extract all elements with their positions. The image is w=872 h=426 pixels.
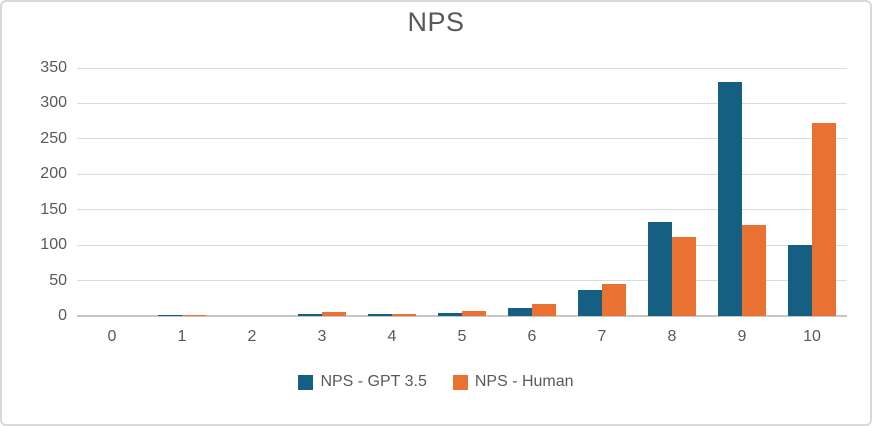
bar-nps-gpt-3-5 <box>718 82 742 316</box>
bar-nps-human <box>462 311 486 316</box>
y-tick-label: 250 <box>40 129 67 147</box>
x-tick-label: 4 <box>387 328 397 345</box>
gridline <box>77 209 847 211</box>
x-tick-label: 3 <box>317 328 327 345</box>
bar-nps-gpt-3-5 <box>298 314 322 316</box>
y-tick-label: 300 <box>40 94 67 112</box>
chart-legend: NPS - GPT 3.5 NPS - Human <box>2 373 870 391</box>
y-tick-label: 50 <box>49 271 67 289</box>
bar-nps-gpt-3-5 <box>648 222 672 316</box>
bar-nps-human <box>322 312 346 316</box>
legend-swatch-icon <box>298 374 314 390</box>
bar-nps-human <box>392 314 416 316</box>
bar-nps-gpt-3-5 <box>788 245 812 316</box>
bar-nps-gpt-3-5 <box>438 313 462 316</box>
bar-nps-human <box>812 123 836 316</box>
y-tick-label: 150 <box>40 200 67 218</box>
bar-nps-gpt-3-5 <box>368 314 392 316</box>
y-tick-label: 100 <box>40 236 67 254</box>
bar-nps-human <box>602 284 626 316</box>
x-tick-label: 8 <box>667 328 677 345</box>
legend-item: NPS - Human <box>452 373 574 391</box>
bar-nps-gpt-3-5 <box>578 290 602 316</box>
y-tick-label: 0 <box>58 307 67 324</box>
legend-item: NPS - GPT 3.5 <box>298 373 427 391</box>
y-tick-label: 200 <box>40 165 67 183</box>
bar-nps-gpt-3-5 <box>508 308 532 316</box>
legend-label: NPS - Human <box>474 373 574 390</box>
y-tick-label: 350 <box>40 59 67 76</box>
x-tick-label: 5 <box>457 328 467 345</box>
bar-nps-human <box>532 304 556 316</box>
gridline <box>77 244 847 246</box>
x-tick-label: 2 <box>247 328 257 345</box>
gridline <box>77 67 847 69</box>
bar-nps-gpt-3-5 <box>158 315 182 316</box>
chart-title: NPS <box>407 7 465 37</box>
x-tick-label: 6 <box>527 328 537 345</box>
gridline <box>77 280 847 282</box>
x-tick-label: 0 <box>107 328 117 345</box>
x-tick-label: 1 <box>177 328 187 345</box>
bar-nps-human <box>182 315 206 316</box>
legend-swatch-icon <box>452 374 468 390</box>
legend-label: NPS - GPT 3.5 <box>320 373 427 390</box>
gridline <box>77 138 847 140</box>
x-tick-label: 10 <box>803 328 821 345</box>
bar-nps-human <box>742 225 766 316</box>
x-tick-label: 7 <box>597 328 607 345</box>
bar-nps-human <box>672 237 696 316</box>
x-tick-label: 9 <box>737 328 747 345</box>
x-axis-line <box>77 315 847 317</box>
gridline <box>77 173 847 175</box>
gridline <box>77 102 847 104</box>
